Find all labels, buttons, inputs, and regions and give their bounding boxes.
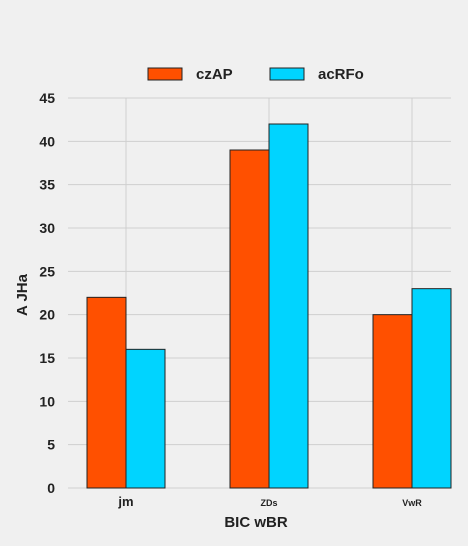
bar-czAP-jm bbox=[86, 296, 127, 489]
bar-acRFo-jm bbox=[125, 348, 166, 489]
y-tick-label: 25 bbox=[39, 263, 55, 279]
bars-group bbox=[86, 123, 452, 489]
legend-label-czAP: czAP bbox=[196, 66, 233, 83]
bar-czAP-ZDs bbox=[229, 149, 270, 489]
y-tick-label: 45 bbox=[39, 90, 55, 106]
x-tick-label: VwR bbox=[402, 498, 422, 508]
legend-label-acRFo: acRFo bbox=[318, 66, 364, 83]
x-axis-title: BIC wBR bbox=[224, 514, 288, 531]
y-tick-labels: 0 5 10 15 20 25 30 35 40 45 bbox=[39, 90, 55, 496]
y-tick-label: 35 bbox=[39, 177, 55, 193]
y-tick-label: 20 bbox=[39, 307, 55, 323]
x-tick-label: ZDs bbox=[260, 498, 277, 508]
y-tick-label: 10 bbox=[39, 393, 55, 409]
legend-swatch-czAP bbox=[147, 67, 183, 81]
x-tick-label: jm bbox=[117, 494, 133, 509]
y-tick-label: 30 bbox=[39, 220, 55, 236]
y-axis-title: A JHa bbox=[14, 273, 31, 316]
y-tick-label: 40 bbox=[39, 133, 55, 149]
legend-swatch-acRFo bbox=[269, 67, 305, 81]
bar-acRFo-ZDs bbox=[268, 123, 309, 489]
x-tick-labels: jm ZDs VwR bbox=[117, 494, 422, 509]
y-tick-label: 5 bbox=[47, 437, 55, 453]
y-tick-label: 0 bbox=[47, 480, 55, 496]
bar-czAP-VwR bbox=[372, 314, 413, 489]
legend: czAP acRFo bbox=[147, 66, 364, 83]
bar-acRFo-VwR bbox=[411, 288, 452, 489]
y-tick-label: 15 bbox=[39, 350, 55, 366]
